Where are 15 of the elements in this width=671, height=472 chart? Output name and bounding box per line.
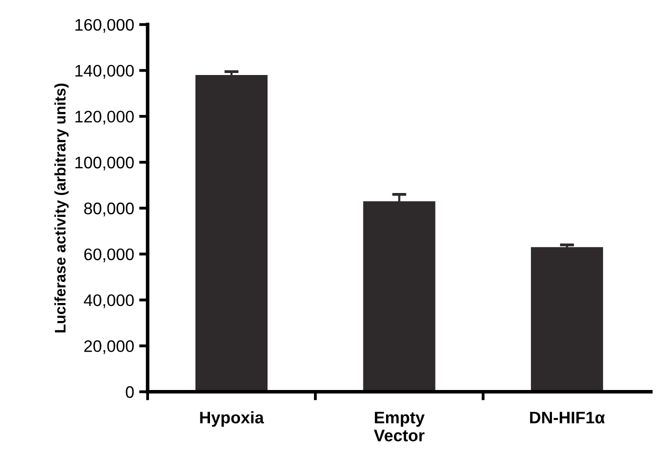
bar — [530, 247, 604, 392]
y-tick-label: 80,000 — [84, 202, 134, 216]
y-tick-label: 0 — [126, 386, 134, 398]
y-tick-label: 20,000 — [84, 340, 134, 354]
bar — [195, 75, 268, 392]
y-tick-label: 60,000 — [84, 248, 134, 262]
y-tick-label: 140,000 — [75, 64, 134, 79]
x-tick-label: DN-HIF1α — [530, 412, 605, 424]
y-tick-label: 120,000 — [75, 110, 134, 125]
y-axis-title: Luciferase activity (arbitrary units) — [54, 84, 69, 332]
y-tick-label: 160,000 — [75, 18, 134, 33]
y-tick-label: 100,000 — [75, 156, 134, 170]
x-tick-label: Hypoxia — [200, 411, 264, 427]
x-tick-label: Empty Vector — [374, 412, 425, 442]
y-tick-label: 40,000 — [84, 294, 134, 308]
